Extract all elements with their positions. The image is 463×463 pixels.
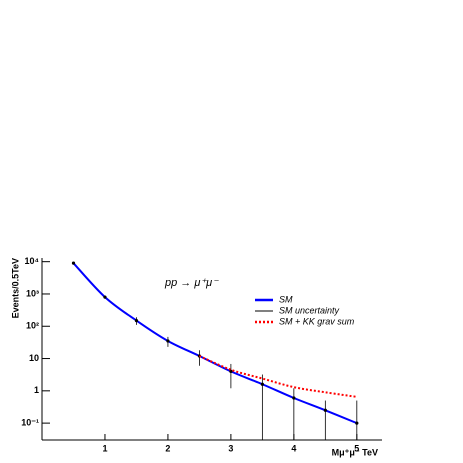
data-point bbox=[166, 339, 170, 343]
y-tick-label: 1 bbox=[34, 385, 39, 395]
annotation: pp → μ⁺μ⁻ bbox=[164, 277, 219, 289]
y-tick-label: 10³ bbox=[26, 288, 39, 298]
x-tick-label: 1 bbox=[102, 443, 107, 453]
y-tick-label: 10⁻¹ bbox=[21, 417, 39, 427]
y-tick-label: 10⁴ bbox=[25, 256, 39, 266]
x-tick-label: 2 bbox=[165, 443, 170, 453]
data-point bbox=[103, 295, 107, 299]
y-tick-label: 10² bbox=[26, 321, 39, 331]
x-tick-label: 5 bbox=[354, 443, 359, 453]
legend-label: SM bbox=[279, 294, 293, 304]
data-point bbox=[260, 382, 264, 386]
legend-label: SM + KK grav sum bbox=[279, 316, 355, 326]
data-point bbox=[323, 408, 327, 412]
y-axis-label: Events/0.5TeV bbox=[10, 258, 20, 318]
data-point bbox=[134, 318, 139, 323]
data-point bbox=[355, 421, 359, 425]
x-axis-label: Mμ⁺μ⁻ TeV bbox=[332, 447, 378, 457]
data-point bbox=[292, 396, 296, 400]
x-tick-label: 3 bbox=[228, 443, 233, 453]
data-point bbox=[71, 261, 76, 265]
legend-label: SM uncertainty bbox=[279, 305, 340, 315]
x-tick-label: 4 bbox=[291, 443, 296, 453]
y-tick-label: 10 bbox=[29, 353, 39, 363]
data-point bbox=[229, 369, 233, 373]
